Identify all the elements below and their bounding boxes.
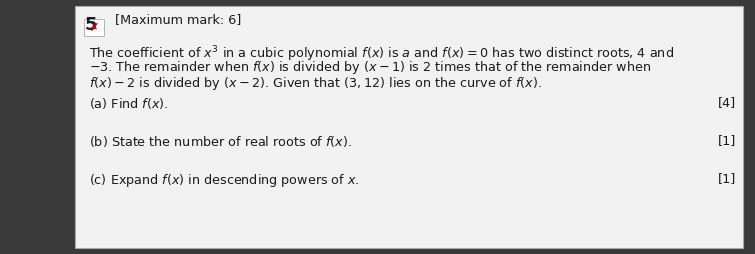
- Text: (c) Expand $f(x)$ in descending powers of $x$.: (c) Expand $f(x)$ in descending powers o…: [89, 172, 359, 189]
- Text: [1]: [1]: [718, 172, 736, 185]
- Text: The coefficient of $x^3$ in a cubic polynomial $f(x)$ is $a$ and $f(x)=0$ has tw: The coefficient of $x^3$ in a cubic poly…: [89, 44, 674, 64]
- Text: [Maximum mark: 6]: [Maximum mark: 6]: [115, 13, 242, 26]
- Text: [1]: [1]: [718, 134, 736, 147]
- Text: (a) Find $f(x)$.: (a) Find $f(x)$.: [89, 96, 168, 111]
- Text: 5: 5: [85, 16, 97, 34]
- Text: ✗: ✗: [90, 23, 100, 33]
- FancyBboxPatch shape: [84, 19, 104, 36]
- Text: $f(x)-2$ is divided by $(x-2)$. Given that $(3,12)$ lies on the curve of $f(x)$.: $f(x)-2$ is divided by $(x-2)$. Given th…: [89, 75, 542, 92]
- Text: (b) State the number of real roots of $f(x)$.: (b) State the number of real roots of $f…: [89, 134, 352, 149]
- FancyBboxPatch shape: [75, 6, 743, 248]
- Text: [4]: [4]: [718, 96, 736, 109]
- Text: $-3$. The remainder when $f(x)$ is divided by $(x-1)$ is 2 times that of the rem: $-3$. The remainder when $f(x)$ is divid…: [89, 59, 651, 76]
